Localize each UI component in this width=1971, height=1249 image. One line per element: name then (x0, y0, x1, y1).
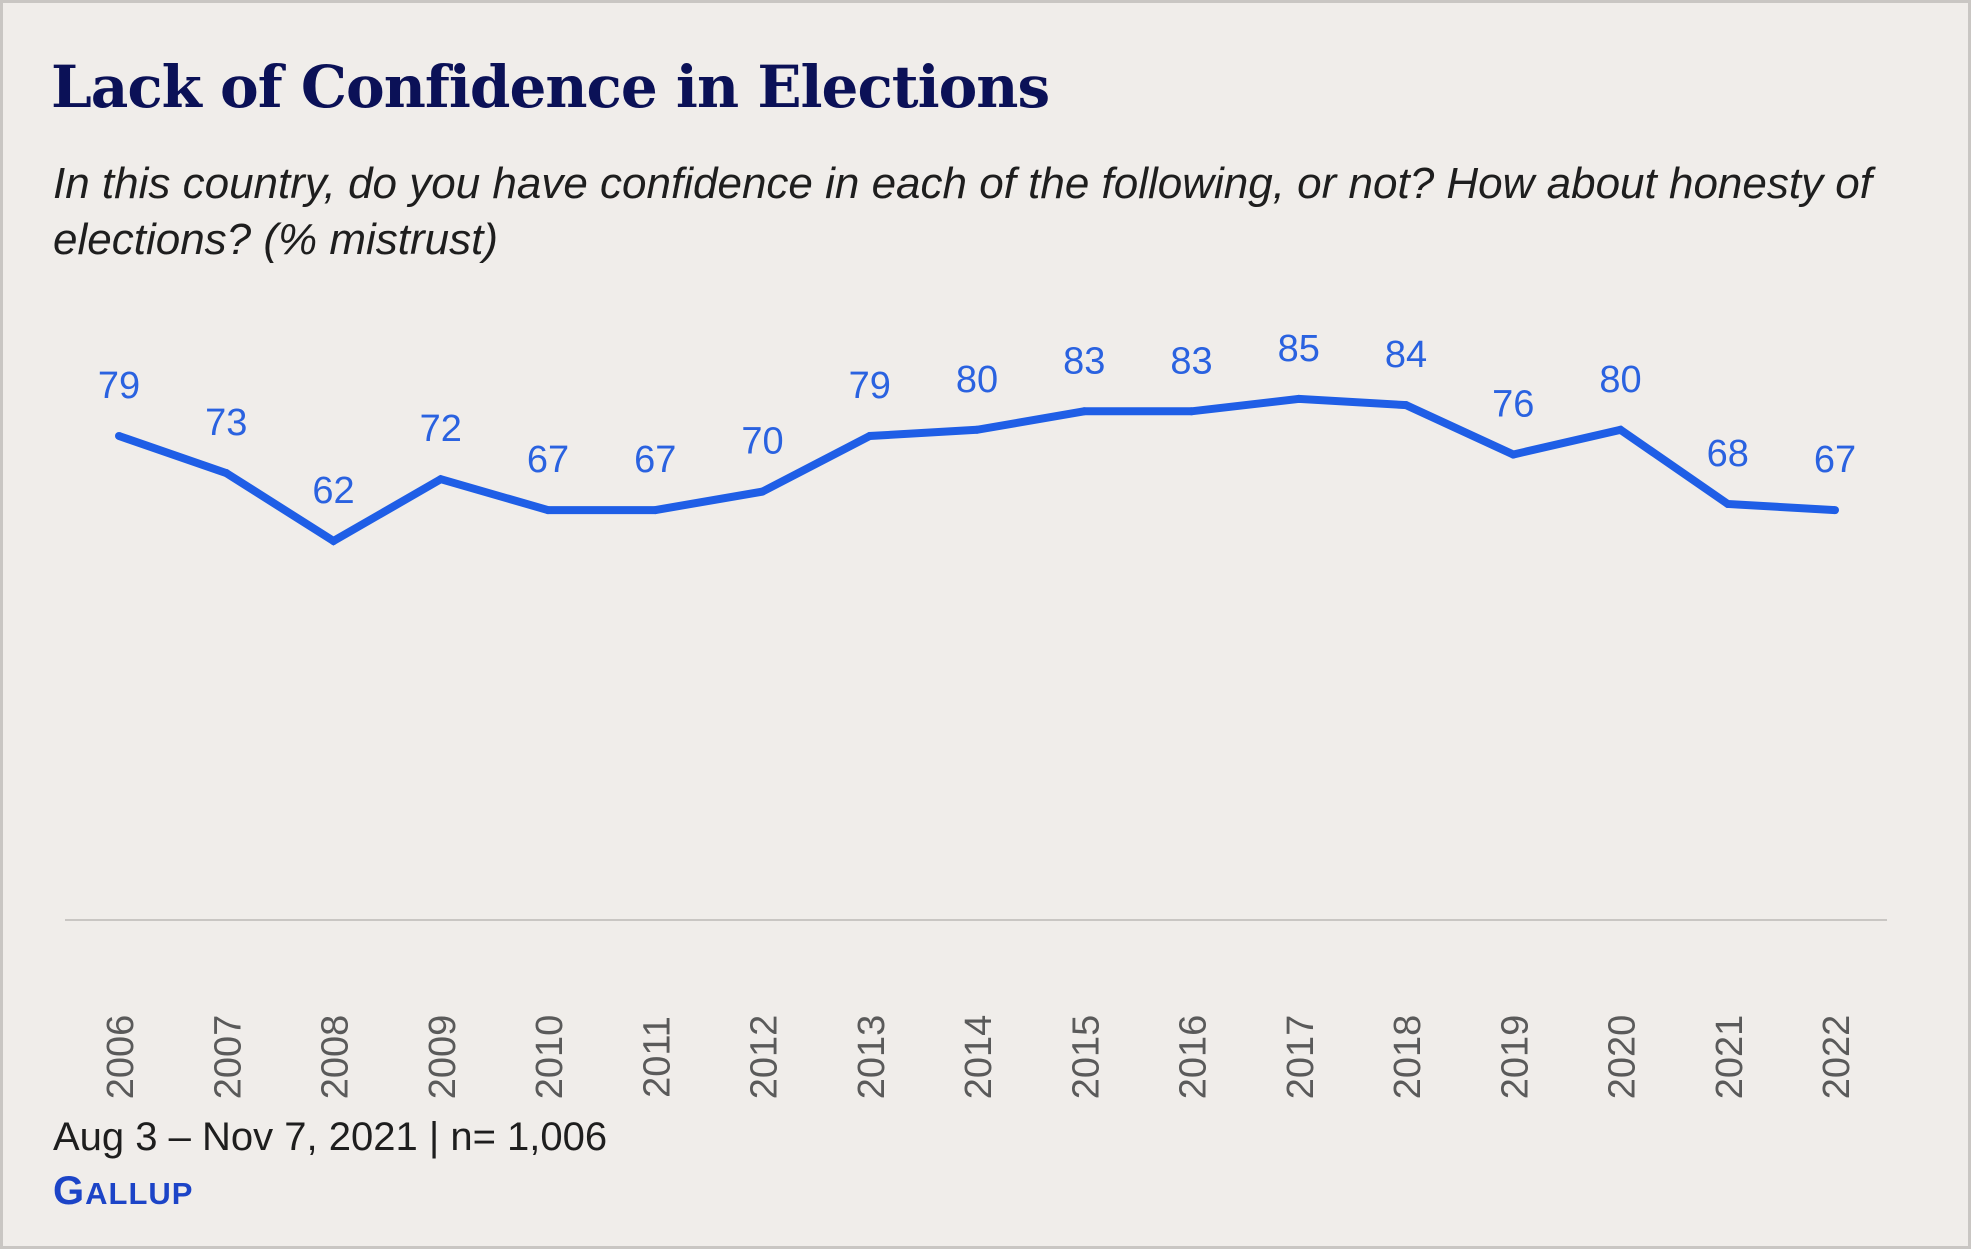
x-tick-label: 2017 (1280, 1015, 1322, 1100)
data-point (865, 431, 874, 440)
x-tick-label: 2014 (958, 1015, 1000, 1100)
data-point (436, 475, 445, 484)
data-label: 79 (98, 365, 140, 407)
data-point (973, 425, 981, 434)
data-point (1402, 401, 1410, 410)
data-point (651, 506, 660, 515)
data-point (329, 537, 338, 546)
data-point (1080, 407, 1089, 416)
x-tick-label: 2009 (422, 1015, 464, 1100)
x-tick-label: 2012 (744, 1015, 786, 1100)
data-point (1509, 450, 1518, 459)
data-point (1294, 394, 1303, 403)
x-tick-label: 2016 (1173, 1015, 1215, 1100)
x-tick-label: 2021 (1709, 1015, 1751, 1100)
data-label: 84 (1385, 334, 1427, 376)
data-label: 67 (1814, 439, 1856, 481)
data-label: 68 (1707, 433, 1749, 475)
data-label: 80 (956, 359, 998, 401)
data-point (115, 431, 123, 440)
gallup-logo: GALLUP (53, 1169, 194, 1213)
x-tick-label: 2008 (315, 1015, 357, 1100)
data-label: 80 (1599, 359, 1641, 401)
data-label: 76 (1492, 384, 1534, 426)
x-tick-label: 2011 (636, 1016, 678, 1098)
data-label: 62 (312, 470, 354, 512)
data-labels: 79 73 62 72 67 67 70 79 80 83 83 85 84 76 80 68 67 (98, 328, 1856, 512)
data-point (222, 469, 231, 478)
data-point (1723, 499, 1732, 508)
data-label: 79 (849, 365, 891, 407)
data-label: 67 (527, 439, 569, 481)
x-tick-label: 2020 (1602, 1015, 1644, 1100)
x-tick-label: 2010 (529, 1015, 571, 1100)
x-tick-label: 2015 (1065, 1015, 1107, 1100)
x-tick-label: 2013 (851, 1015, 893, 1100)
data-label: 72 (420, 408, 462, 450)
x-tick-label: 2006 (100, 1015, 142, 1100)
data-label: 67 (634, 439, 676, 481)
data-label: 70 (741, 421, 783, 463)
series-line-mistrust (117, 394, 1836, 546)
x-tick-label: 2018 (1387, 1015, 1429, 1100)
data-point (1831, 506, 1839, 515)
survey-footnote: Aug 3 – Nov 7, 2021 | n= 1,006 (53, 1115, 608, 1159)
x-tick-label: 2007 (207, 1015, 249, 1100)
data-point (758, 487, 767, 496)
data-label: 73 (205, 402, 247, 444)
x-tick-labels: 2006 2007 2008 2009 2010 2011 2012 2013 2014 2015… (100, 1015, 1858, 1100)
data-label: 83 (1170, 340, 1212, 382)
data-point (1616, 425, 1625, 434)
x-tick-label: 2019 (1494, 1015, 1536, 1100)
x-tick-label: 2022 (1816, 1015, 1858, 1100)
data-points (115, 394, 1839, 546)
chart-title: Lack of Confidence in Elections (51, 53, 1050, 121)
data-point (1187, 407, 1196, 416)
data-point (544, 506, 552, 515)
data-label: 85 (1278, 328, 1320, 370)
data-label: 83 (1063, 340, 1105, 382)
chart-subtitle: In this country, do you have confidence … (53, 159, 1872, 264)
